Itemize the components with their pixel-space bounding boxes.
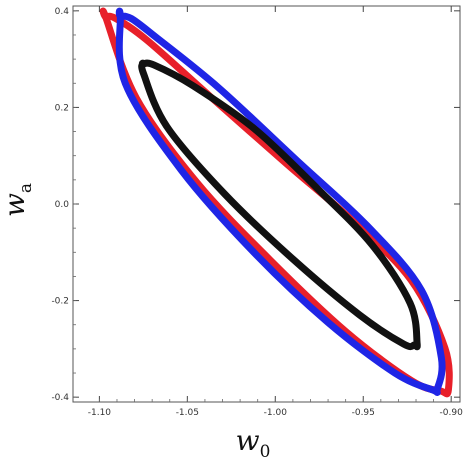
x-tick-label-4: -0.90	[440, 408, 463, 418]
series-contour-3	[138, 59, 421, 351]
x-axis-title-main: w	[236, 424, 260, 457]
tick-layer: -1.10 -1.05 -1.00 -0.95 -0.90 -0.4 -0.2 0.0 0.2 0…	[51, 6, 463, 418]
x-axis-title-sub: 0	[260, 442, 271, 462]
y-axis-title-sub: a	[16, 183, 36, 193]
x-axis-title: w0	[236, 424, 271, 462]
y-tick-label-1: -0.2	[51, 297, 69, 307]
x-tick-label-2: -1.00	[264, 408, 288, 418]
y-tick-label-4: 0.4	[55, 7, 70, 17]
series-layer	[99, 7, 453, 398]
x-tick-label-0: -1.10	[88, 408, 112, 418]
x-tick-label-1: -1.05	[176, 408, 199, 418]
series-contour-2	[115, 7, 446, 396]
y-tick-label-0: -0.4	[51, 393, 69, 403]
y-tick-label-3: 0.2	[55, 103, 69, 113]
y-axis-title-main: w	[0, 193, 31, 217]
x-tick-label-3: -0.95	[352, 408, 375, 418]
y-tick-label-2: 0.0	[55, 200, 70, 210]
y-axis-title: wa	[0, 183, 36, 217]
